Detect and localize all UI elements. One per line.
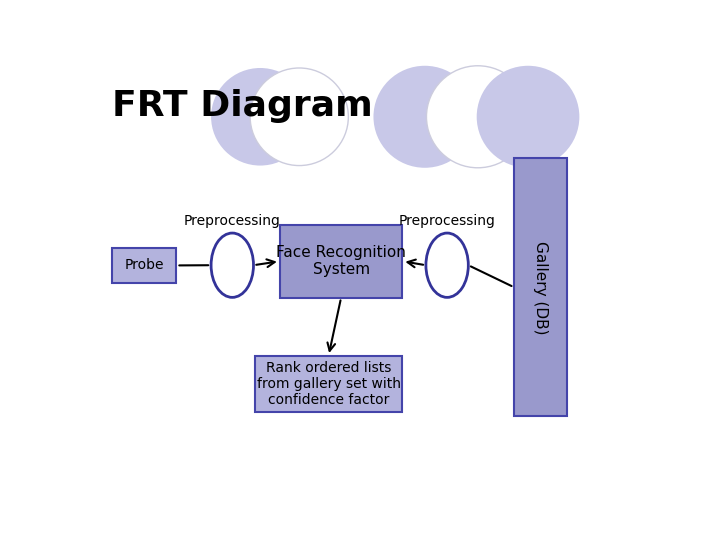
Ellipse shape [211, 233, 253, 298]
Ellipse shape [211, 68, 310, 166]
Text: Preprocessing: Preprocessing [399, 214, 495, 228]
Text: Rank ordered lists
from gallery set with
confidence factor: Rank ordered lists from gallery set with… [256, 361, 400, 407]
Ellipse shape [477, 66, 580, 168]
Ellipse shape [250, 68, 348, 166]
Ellipse shape [426, 233, 468, 298]
Text: Probe: Probe [125, 259, 164, 272]
Bar [112, 248, 176, 283]
Ellipse shape [374, 66, 476, 168]
Bar [255, 356, 402, 412]
Text: FRT Diagram: FRT Diagram [112, 90, 373, 123]
Text: Preprocessing: Preprocessing [184, 214, 281, 228]
Bar [514, 158, 567, 416]
Ellipse shape [426, 66, 529, 168]
Text: Gallery (DB): Gallery (DB) [533, 240, 548, 334]
Text: Face Recognition
System: Face Recognition System [276, 245, 406, 278]
Bar [280, 225, 402, 298]
